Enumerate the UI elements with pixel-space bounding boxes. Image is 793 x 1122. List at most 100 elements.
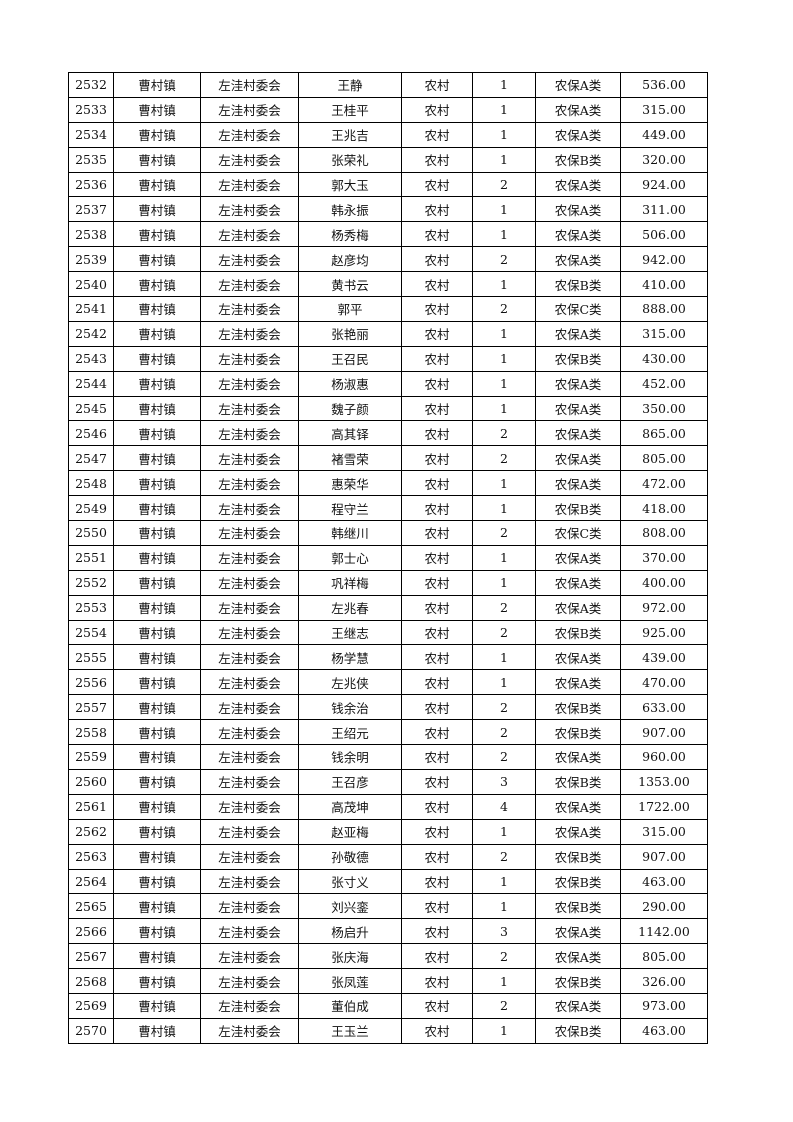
row-number-cell: 2550 <box>68 520 114 546</box>
row-number-cell: 2540 <box>68 271 114 298</box>
village-committee-cell: 左洼村委会 <box>200 370 299 397</box>
town-cell: 曹村镇 <box>113 520 201 546</box>
table-row: 2538 曹村镇 左洼村委会 杨秀梅 农村 1 农保A类 506.00 <box>68 221 708 248</box>
person-count-cell: 1 <box>472 669 536 696</box>
village-committee-cell: 左洼村委会 <box>200 669 299 696</box>
person-count-cell: 4 <box>472 793 536 820</box>
town-cell: 曹村镇 <box>113 370 201 397</box>
town-cell: 曹村镇 <box>113 246 201 273</box>
insurance-category-cell: 农保A类 <box>535 395 621 422</box>
village-committee-cell: 左洼村委会 <box>200 96 299 123</box>
person-count-cell: 2 <box>472 594 536 621</box>
name-cell: 董伯成 <box>298 992 402 1019</box>
table-row: 2559 曹村镇 左洼村委会 钱余明 农村 2 农保A类 960.00 <box>68 744 708 770</box>
insurance-category-cell: 农保A类 <box>535 644 621 671</box>
name-cell: 高茂坤 <box>298 793 402 820</box>
table-row: 2546 曹村镇 左洼村委会 高其铎 农村 2 农保A类 865.00 <box>68 420 708 447</box>
table-row: 2565 曹村镇 左洼村委会 刘兴銮 农村 1 农保B类 290.00 <box>68 893 708 920</box>
table-row: 2566 曹村镇 左洼村委会 杨启升 农村 3 农保A类 1142.00 <box>68 918 708 945</box>
name-cell: 赵彦均 <box>298 246 402 273</box>
row-number-cell: 2566 <box>68 918 114 945</box>
town-cell: 曹村镇 <box>113 744 201 770</box>
insurance-category-cell: 农保A类 <box>535 370 621 397</box>
table-row: 2543 曹村镇 左洼村委会 王召民 农村 1 农保B类 430.00 <box>68 345 708 372</box>
amount-cell: 506.00 <box>620 221 708 248</box>
town-cell: 曹村镇 <box>113 121 201 148</box>
town-cell: 曹村镇 <box>113 719 201 746</box>
household-type-cell: 农村 <box>401 395 473 422</box>
row-number-cell: 2537 <box>68 196 114 223</box>
village-committee-cell: 左洼村委会 <box>200 918 299 945</box>
village-committee-cell: 左洼村委会 <box>200 544 299 571</box>
name-cell: 王兆吉 <box>298 121 402 148</box>
name-cell: 杨启升 <box>298 918 402 945</box>
town-cell: 曹村镇 <box>113 843 201 870</box>
person-count-cell: 3 <box>472 918 536 945</box>
town-cell: 曹村镇 <box>113 320 201 347</box>
person-count-cell: 1 <box>472 968 536 994</box>
insurance-category-cell: 农保A类 <box>535 96 621 123</box>
table-row: 2534 曹村镇 左洼村委会 王兆吉 农村 1 农保A类 449.00 <box>68 121 708 148</box>
village-committee-cell: 左洼村委会 <box>200 968 299 994</box>
household-type-cell: 农村 <box>401 520 473 546</box>
town-cell: 曹村镇 <box>113 768 201 795</box>
row-number-cell: 2534 <box>68 121 114 148</box>
amount-cell: 315.00 <box>620 96 708 123</box>
village-committee-cell: 左洼村委会 <box>200 744 299 770</box>
person-count-cell: 1 <box>472 893 536 920</box>
name-cell: 刘兴銮 <box>298 893 402 920</box>
amount-cell: 924.00 <box>620 171 708 198</box>
amount-cell: 315.00 <box>620 320 708 347</box>
row-number-cell: 2551 <box>68 544 114 571</box>
person-count-cell: 1 <box>472 320 536 347</box>
village-committee-cell: 左洼村委会 <box>200 395 299 422</box>
name-cell: 杨学慧 <box>298 644 402 671</box>
insurance-category-cell: 农保B类 <box>535 146 621 173</box>
name-cell: 郭大玉 <box>298 171 402 198</box>
village-committee-cell: 左洼村委会 <box>200 221 299 248</box>
name-cell: 张艳丽 <box>298 320 402 347</box>
amount-cell: 430.00 <box>620 345 708 372</box>
row-number-cell: 2570 <box>68 1017 114 1044</box>
amount-cell: 439.00 <box>620 644 708 671</box>
row-number-cell: 2544 <box>68 370 114 397</box>
table-row: 2568 曹村镇 左洼村委会 张凤莲 农村 1 农保B类 326.00 <box>68 968 708 994</box>
row-number-cell: 2548 <box>68 470 114 497</box>
row-number-cell: 2569 <box>68 992 114 1019</box>
person-count-cell: 1 <box>472 72 536 98</box>
table-row: 2539 曹村镇 左洼村委会 赵彦均 农村 2 农保A类 942.00 <box>68 246 708 273</box>
amount-cell: 808.00 <box>620 520 708 546</box>
person-count-cell: 3 <box>472 768 536 795</box>
table-row: 2545 曹村镇 左洼村委会 魏子颜 农村 1 农保A类 350.00 <box>68 395 708 422</box>
row-number-cell: 2554 <box>68 619 114 646</box>
name-cell: 黄书云 <box>298 271 402 298</box>
insurance-category-cell: 农保A类 <box>535 470 621 497</box>
insurance-category-cell: 农保A类 <box>535 420 621 447</box>
town-cell: 曹村镇 <box>113 544 201 571</box>
amount-cell: 633.00 <box>620 694 708 721</box>
person-count-cell: 2 <box>472 943 536 970</box>
insurance-category-cell: 农保A类 <box>535 196 621 223</box>
town-cell: 曹村镇 <box>113 271 201 298</box>
table-row: 2549 曹村镇 左洼村委会 程守兰 农村 1 农保B类 418.00 <box>68 495 708 522</box>
village-committee-cell: 左洼村委会 <box>200 420 299 447</box>
village-committee-cell: 左洼村委会 <box>200 644 299 671</box>
name-cell: 郭平 <box>298 296 402 322</box>
table-row: 2532 曹村镇 左洼村委会 王静 农村 1 农保A类 536.00 <box>68 72 708 98</box>
household-type-cell: 农村 <box>401 793 473 820</box>
insurance-category-cell: 农保C类 <box>535 296 621 322</box>
person-count-cell: 1 <box>472 271 536 298</box>
row-number-cell: 2538 <box>68 221 114 248</box>
town-cell: 曹村镇 <box>113 445 201 472</box>
insurance-category-cell: 农保B类 <box>535 619 621 646</box>
row-number-cell: 2567 <box>68 943 114 970</box>
name-cell: 韩继川 <box>298 520 402 546</box>
person-count-cell: 1 <box>472 221 536 248</box>
town-cell: 曹村镇 <box>113 694 201 721</box>
amount-cell: 865.00 <box>620 420 708 447</box>
household-type-cell: 农村 <box>401 296 473 322</box>
household-type-cell: 农村 <box>401 544 473 571</box>
insurance-category-cell: 农保B类 <box>535 495 621 522</box>
row-number-cell: 2542 <box>68 320 114 347</box>
village-committee-cell: 左洼村委会 <box>200 246 299 273</box>
